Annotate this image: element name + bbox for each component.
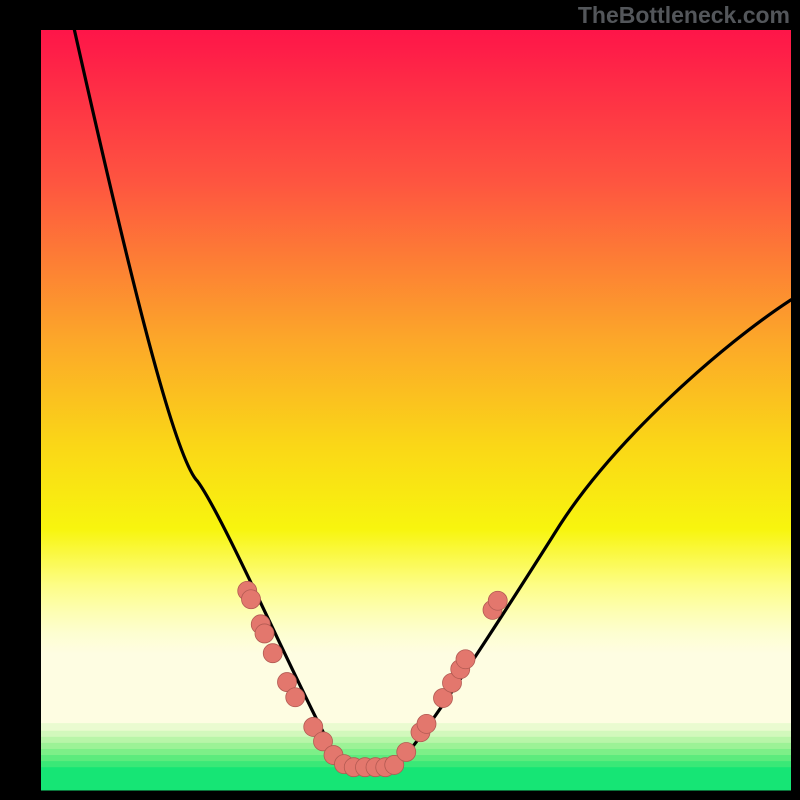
bottleneck-chart bbox=[0, 0, 800, 800]
data-point bbox=[488, 591, 507, 610]
data-point bbox=[255, 624, 274, 643]
data-point bbox=[417, 714, 436, 733]
data-point bbox=[242, 590, 261, 609]
watermark-text: TheBottleneck.com bbox=[578, 2, 790, 29]
data-point bbox=[456, 650, 475, 669]
data-point bbox=[263, 644, 282, 663]
data-point bbox=[286, 688, 305, 707]
data-point bbox=[397, 743, 416, 762]
